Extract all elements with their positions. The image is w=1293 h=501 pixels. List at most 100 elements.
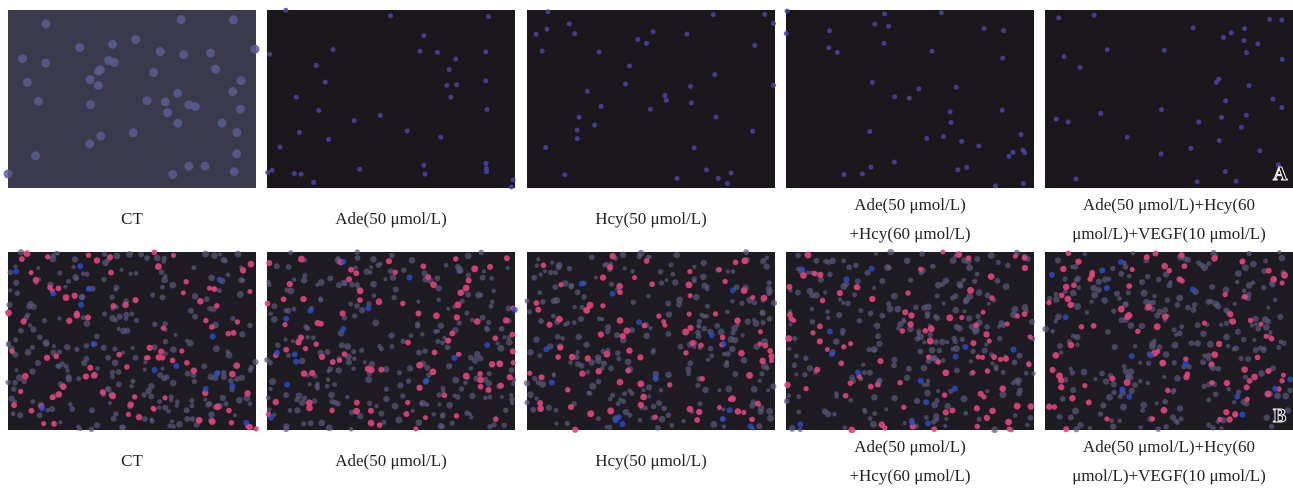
nucleus xyxy=(248,401,253,406)
apoptotic-cell xyxy=(989,295,995,301)
apoptotic-cell xyxy=(804,386,809,391)
apoptotic-cell xyxy=(800,272,807,279)
nucleus xyxy=(648,107,653,112)
nucleus xyxy=(741,333,745,337)
nucleus xyxy=(129,128,138,137)
nucleus xyxy=(543,269,547,273)
nucleus xyxy=(6,302,12,308)
nucleus xyxy=(696,323,701,328)
nucleus xyxy=(1105,329,1111,335)
apoptotic-cell xyxy=(981,310,986,315)
nucleus xyxy=(575,136,580,141)
nucleus xyxy=(489,276,494,281)
nucleus xyxy=(316,108,321,113)
apoptotic-cell xyxy=(690,340,696,346)
nucleus xyxy=(827,272,833,278)
nucleus xyxy=(1053,296,1060,303)
apoptotic-cell xyxy=(1211,255,1218,262)
nucleus xyxy=(230,316,235,321)
apoptotic-cell xyxy=(569,354,576,361)
blue-cell xyxy=(1118,259,1124,265)
nucleus xyxy=(1066,120,1071,125)
nucleus xyxy=(444,263,449,268)
nucleus xyxy=(480,275,486,281)
nucleus xyxy=(643,406,648,411)
apoptotic-cell xyxy=(71,293,77,299)
nucleus xyxy=(483,49,488,54)
apoptotic-cell xyxy=(229,371,236,378)
apoptotic-cell xyxy=(626,347,632,353)
nucleus xyxy=(76,425,81,430)
nucleus xyxy=(944,417,948,421)
apoptotic-cell xyxy=(686,281,693,288)
apoptotic-cell xyxy=(41,421,46,426)
nucleus xyxy=(725,360,729,364)
apoptotic-cell xyxy=(901,405,906,410)
apoptotic-cell xyxy=(191,367,197,373)
nucleus xyxy=(572,320,577,325)
apoptotic-cell xyxy=(991,354,997,360)
nucleus xyxy=(1092,13,1097,18)
nucleus xyxy=(638,418,643,423)
nucleus xyxy=(1252,338,1256,342)
nucleus xyxy=(538,318,544,324)
apoptotic-cell xyxy=(927,338,934,345)
apoptotic-cell xyxy=(604,351,611,358)
nucleus xyxy=(1110,424,1116,430)
nucleus xyxy=(419,401,423,405)
apoptotic-cell xyxy=(1217,417,1222,422)
nucleus xyxy=(36,266,40,270)
nucleus xyxy=(743,249,749,255)
nucleus xyxy=(646,294,651,299)
apoptotic-cell xyxy=(978,391,984,397)
nucleus xyxy=(163,108,172,117)
nucleus xyxy=(705,304,710,309)
nucleus xyxy=(378,410,384,416)
nucleus xyxy=(862,370,867,375)
nucleus xyxy=(1216,77,1221,82)
apoptotic-cell xyxy=(346,276,352,282)
nucleus xyxy=(191,102,200,111)
apoptotic-cell xyxy=(949,407,955,413)
nucleus xyxy=(349,282,355,288)
nucleus xyxy=(393,286,399,292)
nucleus xyxy=(1226,344,1230,348)
nucleus xyxy=(397,370,402,375)
nucleus xyxy=(349,427,354,432)
nucleus xyxy=(1207,341,1214,348)
apoptotic-cell xyxy=(1022,265,1028,271)
blue-cell xyxy=(653,375,659,381)
nucleus xyxy=(457,321,462,326)
apoptotic-cell xyxy=(1068,342,1075,349)
nucleus xyxy=(876,341,882,347)
nucleus xyxy=(651,29,656,34)
apoptotic-cell xyxy=(33,277,40,284)
apoptotic-cell xyxy=(1005,321,1010,326)
nucleus xyxy=(1206,422,1211,427)
nucleus xyxy=(1145,274,1151,280)
nucleus xyxy=(902,318,906,322)
apoptotic-cell xyxy=(244,390,250,396)
nucleus xyxy=(1279,105,1284,110)
nucleus xyxy=(565,421,570,426)
nucleus xyxy=(795,253,800,258)
nucleus xyxy=(389,253,395,259)
nucleus xyxy=(12,380,18,386)
apoptotic-cell xyxy=(405,400,410,405)
apoptotic-cell xyxy=(535,307,541,313)
nucleus xyxy=(996,260,1001,265)
apoptotic-cell xyxy=(1014,403,1021,410)
nucleus xyxy=(921,365,928,372)
apoptotic-cell xyxy=(454,314,460,320)
caption: Ade(50 μmol/L) xyxy=(335,209,447,228)
nucleus xyxy=(711,12,716,17)
apoptotic-cell xyxy=(463,373,470,380)
apoptotic-cell xyxy=(713,311,718,316)
nucleus xyxy=(365,376,372,383)
nucleus xyxy=(1112,344,1118,350)
apoptotic-cell xyxy=(1244,384,1250,390)
nucleus xyxy=(1238,356,1243,361)
apoptotic-cell xyxy=(248,261,255,268)
apoptotic-cell xyxy=(565,387,571,393)
nucleus xyxy=(933,339,939,345)
